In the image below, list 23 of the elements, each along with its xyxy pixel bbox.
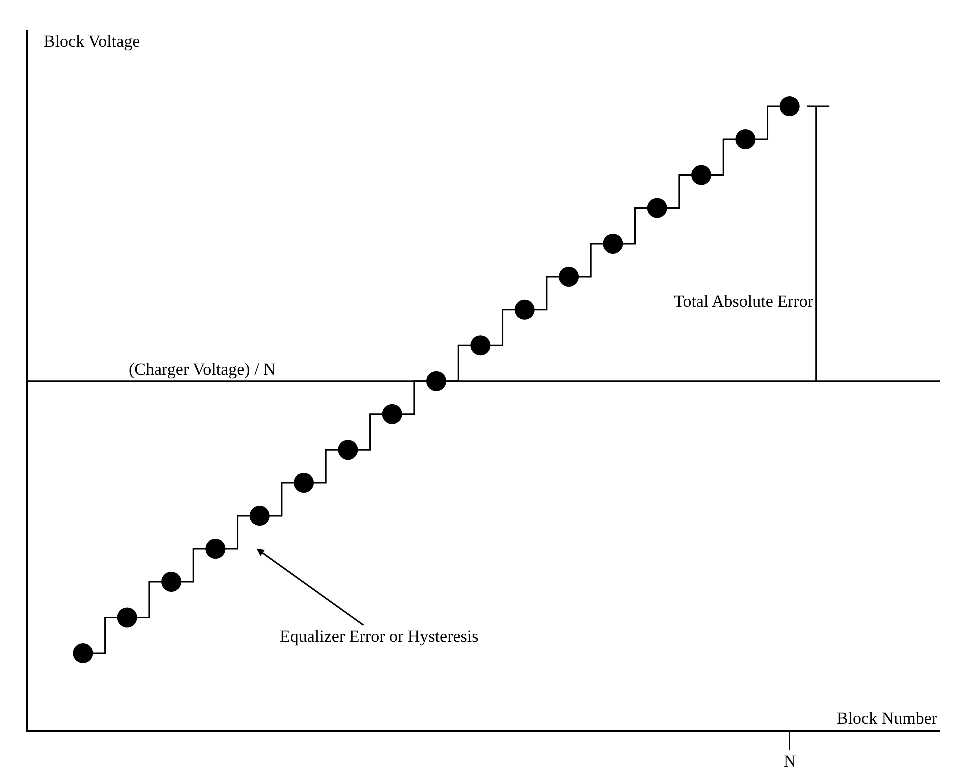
point [470, 336, 491, 356]
annotation: Equalizer Error or Hysteresis [280, 627, 479, 646]
annotation: Total Absolute Error [674, 292, 814, 311]
point [692, 165, 712, 186]
y-axis-title: Block Voltage [44, 32, 140, 51]
point [647, 198, 668, 218]
x-axis-title: Block Number [837, 709, 938, 728]
point [73, 643, 94, 664]
point [603, 234, 624, 254]
point [206, 539, 226, 559]
point [382, 404, 402, 424]
text: N [784, 752, 796, 771]
point [162, 572, 182, 592]
point [736, 130, 756, 150]
point [117, 608, 138, 628]
point [780, 96, 800, 117]
point [559, 266, 580, 287]
point [514, 300, 535, 320]
point [426, 371, 447, 392]
point [250, 506, 270, 526]
point [294, 473, 314, 494]
point [338, 440, 358, 460]
ref-line-label: (Charger Voltage) / N [129, 360, 276, 379]
